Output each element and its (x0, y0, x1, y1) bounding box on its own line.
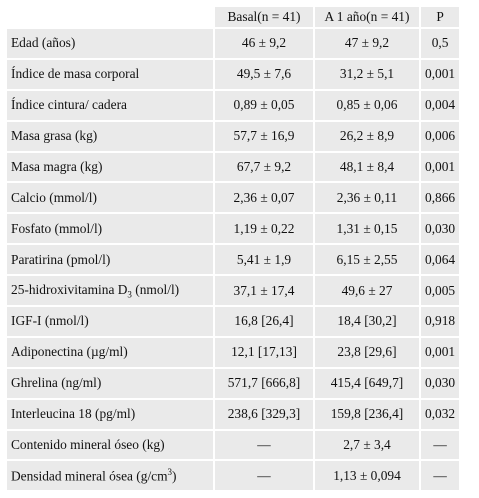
year1-value: 6,15 ± 2,55 (315, 245, 419, 275)
row-label: Índice cintura/ cadera (7, 90, 213, 120)
basal-value: 57,7 ± 16,9 (215, 121, 313, 151)
year1-value: 1,13 ± 0,094 (315, 461, 419, 491)
table-row: Edad (años) 46 ± 9,2 47 ± 9,2 0,5 (7, 29, 460, 58)
basal-value: 16,8 [26,4] (215, 307, 313, 336)
row-label: Masa magra (kg) (7, 152, 213, 182)
basal-value: 12,1 [17,13] (215, 337, 313, 367)
p-value: 0,001 (421, 337, 460, 367)
row-label: Interleucina 18 (pg/ml) (7, 399, 213, 429)
year1-value: 159,8 [236,4] (315, 399, 419, 429)
year1-value: 18,4 [30,2] (315, 307, 419, 336)
p-value: 0,064 (421, 245, 460, 275)
basal-value: 238,6 [329,3] (215, 399, 313, 429)
basal-value: 0,89 ± 0,05 (215, 90, 313, 120)
table-row: Fosfato (mmol/l) 1,19 ± 0,22 1,31 ± 0,15… (7, 214, 460, 244)
row-label: Índice de masa corporal (7, 59, 213, 89)
basal-value: 46 ± 9,2 (215, 29, 313, 58)
year1-value: 31,2 ± 5,1 (315, 59, 419, 89)
table-row: Densidad mineral ósea (g/cm3) — 1,13 ± 0… (7, 461, 460, 491)
year1-value: 1,31 ± 0,15 (315, 214, 419, 244)
table-row: Índice cintura/ cadera 0,89 ± 0,05 0,85 … (7, 90, 460, 120)
basal-value: 2,36 ± 0,07 (215, 183, 313, 213)
basal-value: — (215, 430, 313, 460)
p-value: 0,866 (421, 183, 460, 213)
header-empty-cell (7, 7, 213, 27)
row-label: Calcio (mmol/l) (7, 183, 213, 213)
p-value: — (421, 430, 460, 460)
header-p: P (421, 7, 460, 27)
row-label: Contenido mineral óseo (kg) (7, 430, 213, 460)
basal-value: 5,41 ± 1,9 (215, 245, 313, 275)
p-value: 0,005 (421, 276, 460, 306)
year1-value: 47 ± 9,2 (315, 29, 419, 58)
basal-value: — (215, 461, 313, 491)
results-table: Basal(n = 41) A 1 año(n = 41) P Edad (añ… (5, 5, 461, 492)
row-label: IGF-I (nmol/l) (7, 307, 213, 336)
year1-value: 415,4 [649,7] (315, 368, 419, 398)
p-value: 0,030 (421, 368, 460, 398)
table-row: Calcio (mmol/l) 2,36 ± 0,07 2,36 ± 0,11 … (7, 183, 460, 213)
p-value: 0,006 (421, 121, 460, 151)
basal-value: 571,7 [666,8] (215, 368, 313, 398)
p-value: — (421, 461, 460, 491)
p-value: 0,001 (421, 59, 460, 89)
p-value: 0,5 (421, 29, 460, 58)
year1-value: 49,6 ± 27 (315, 276, 419, 306)
p-value: 0,004 (421, 90, 460, 120)
year1-value: 48,1 ± 8,4 (315, 152, 419, 182)
row-label: Ghrelina (ng/ml) (7, 368, 213, 398)
table-row: Ghrelina (ng/ml) 571,7 [666,8] 415,4 [64… (7, 368, 460, 398)
year1-value: 26,2 ± 8,9 (315, 121, 419, 151)
row-label: Edad (años) (7, 29, 213, 58)
basal-value: 1,19 ± 0,22 (215, 214, 313, 244)
table-row: Índice de masa corporal 49,5 ± 7,6 31,2 … (7, 59, 460, 89)
year1-value: 0,85 ± 0,06 (315, 90, 419, 120)
table-row: 25-hidroxivitamina D3 (nmol/l) 37,1 ± 17… (7, 276, 460, 306)
row-label: 25-hidroxivitamina D3 (nmol/l) (7, 276, 213, 306)
p-value: 0,032 (421, 399, 460, 429)
row-label: Adiponectina (µg/ml) (7, 337, 213, 367)
year1-value: 23,8 [29,6] (315, 337, 419, 367)
year1-value: 2,36 ± 0,11 (315, 183, 419, 213)
basal-value: 37,1 ± 17,4 (215, 276, 313, 306)
p-value: 0,001 (421, 152, 460, 182)
row-label: Densidad mineral ósea (g/cm3) (7, 461, 213, 491)
table-row: Interleucina 18 (pg/ml) 238,6 [329,3] 15… (7, 399, 460, 429)
basal-value: 49,5 ± 7,6 (215, 59, 313, 89)
table-row: Masa grasa (kg) 57,7 ± 16,9 26,2 ± 8,9 0… (7, 121, 460, 151)
year1-value: 2,7 ± 3,4 (315, 430, 419, 460)
header-basal: Basal(n = 41) (215, 7, 313, 27)
table-row: Adiponectina (µg/ml) 12,1 [17,13] 23,8 [… (7, 337, 460, 367)
table-row: Paratirina (pmol/l) 5,41 ± 1,9 6,15 ± 2,… (7, 245, 460, 275)
header-year1: A 1 año(n = 41) (315, 7, 419, 27)
row-label: Masa grasa (kg) (7, 121, 213, 151)
row-label: Paratirina (pmol/l) (7, 245, 213, 275)
p-value: 0,030 (421, 214, 460, 244)
table-row: Masa magra (kg) 67,7 ± 9,2 48,1 ± 8,4 0,… (7, 152, 460, 182)
row-label: Fosfato (mmol/l) (7, 214, 213, 244)
basal-value: 67,7 ± 9,2 (215, 152, 313, 182)
table-row: IGF-I (nmol/l) 16,8 [26,4] 18,4 [30,2] 0… (7, 307, 460, 336)
header-row: Basal(n = 41) A 1 año(n = 41) P (7, 7, 460, 27)
p-value: 0,918 (421, 307, 460, 336)
table-row: Contenido mineral óseo (kg) — 2,7 ± 3,4 … (7, 430, 460, 460)
